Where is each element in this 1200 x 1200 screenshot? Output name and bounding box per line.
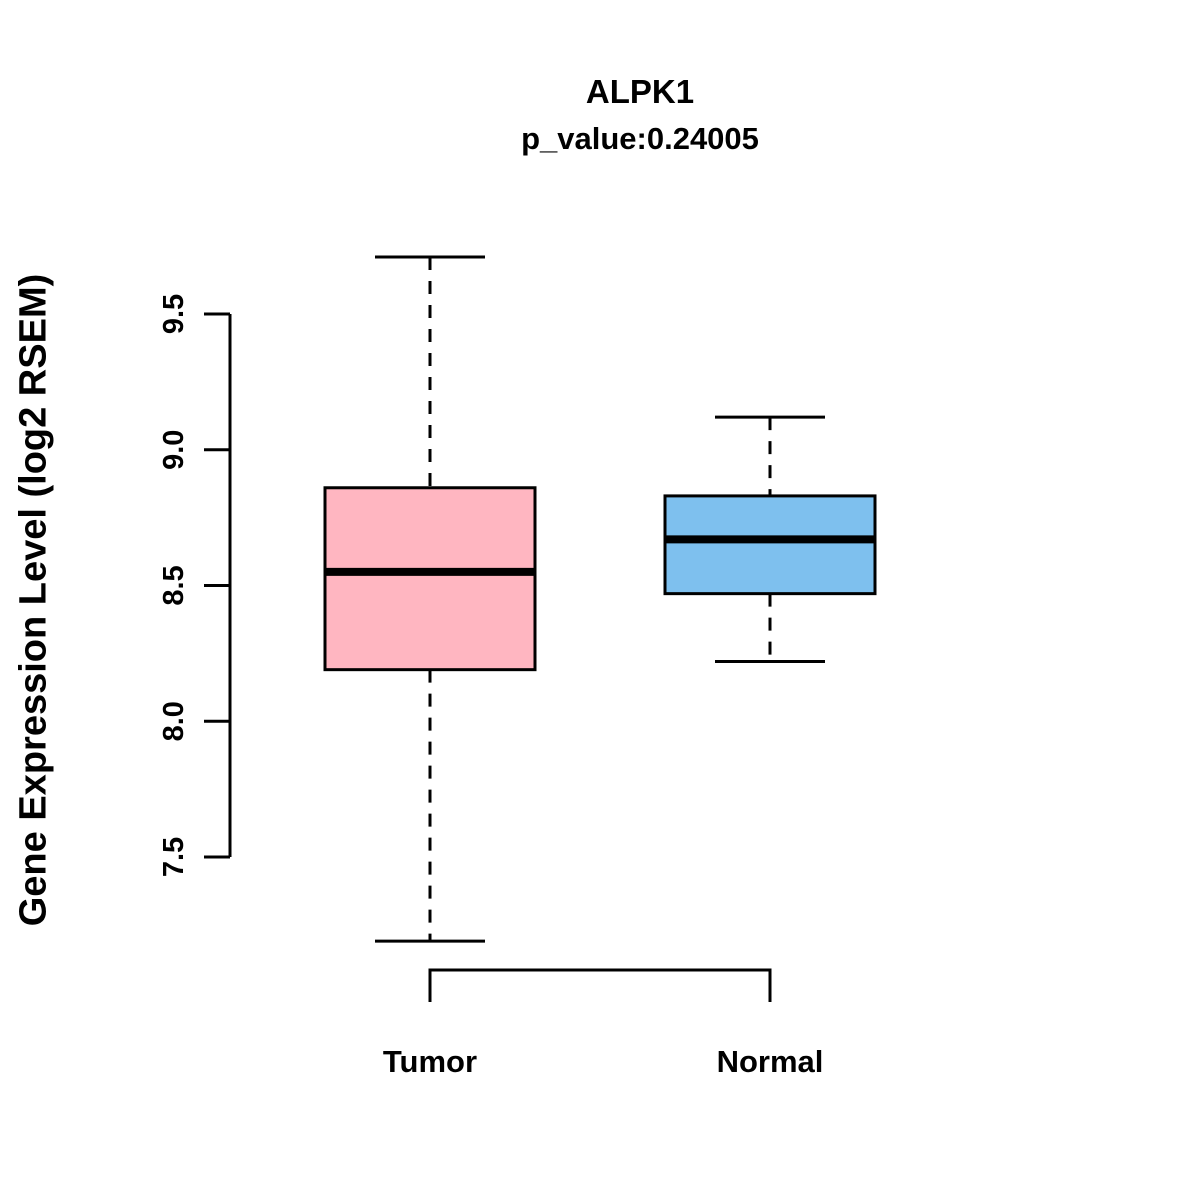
y-tick-label: 9.5 xyxy=(158,294,190,334)
chart-subtitle-pvalue: p_value:0.24005 xyxy=(521,121,759,157)
tumor-x-label: Tumor xyxy=(383,1044,477,1079)
chart-header: ALPK1 p_value:0.24005 xyxy=(40,73,1200,157)
tumor-box xyxy=(323,486,537,672)
y-tick-label: 9.0 xyxy=(158,430,190,470)
normal-x-label: Normal xyxy=(717,1044,824,1079)
chart-title: ALPK1 xyxy=(585,73,695,110)
normal-box xyxy=(663,494,877,596)
y-tick-label: 8.5 xyxy=(158,565,190,605)
x-axis-bracket xyxy=(428,968,772,1002)
y-tick-label: 8.0 xyxy=(158,701,190,741)
y-tick-label: 7.5 xyxy=(158,837,190,877)
